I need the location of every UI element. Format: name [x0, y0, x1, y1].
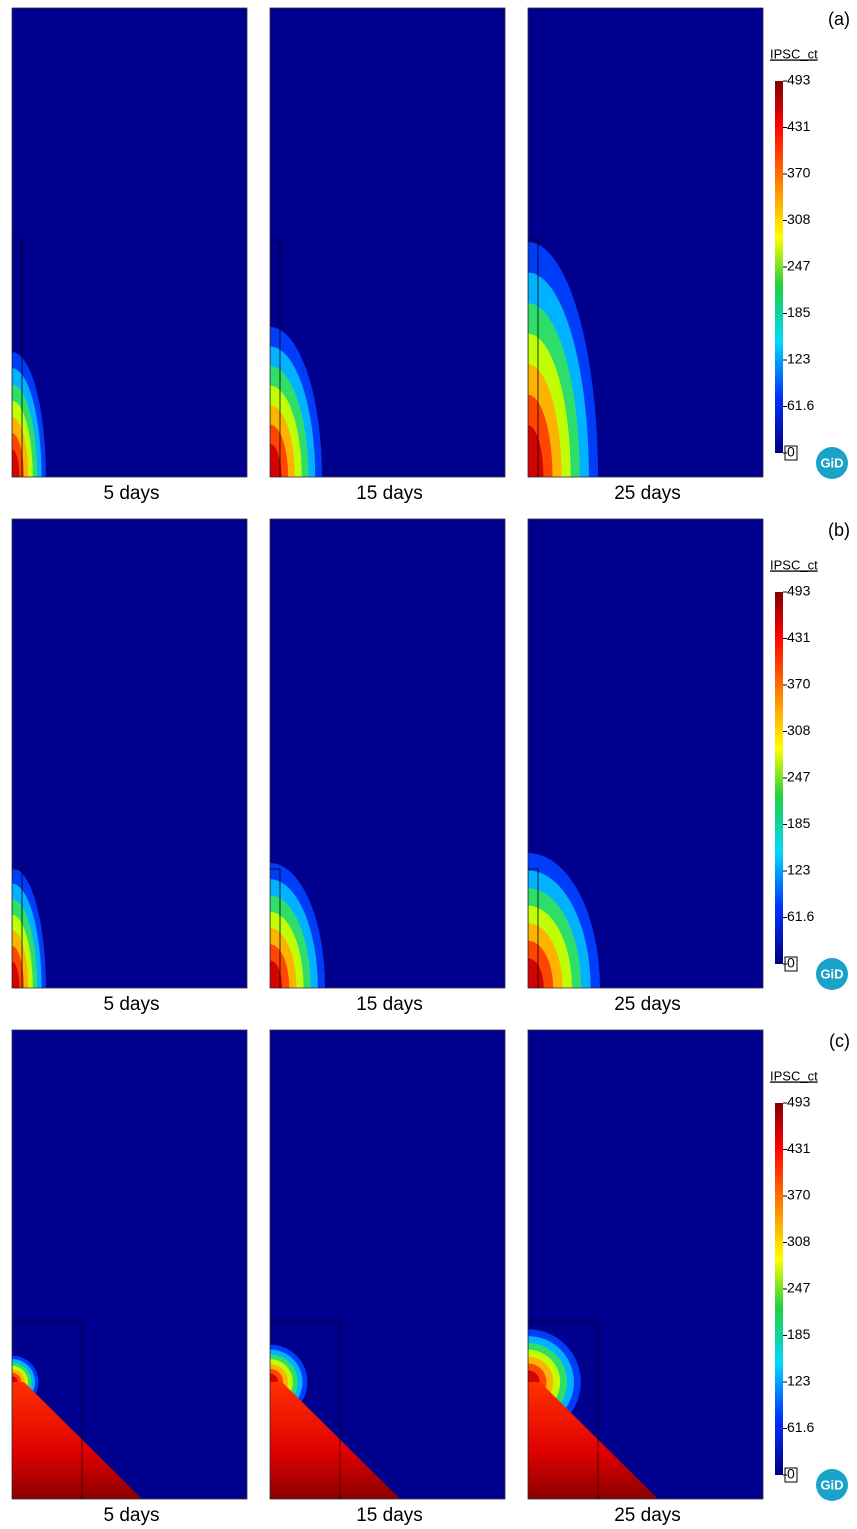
panel-border [527, 518, 764, 989]
simulation-panel [12, 8, 247, 477]
simulation-panel [12, 519, 247, 988]
colorbar [775, 592, 783, 964]
colorbar-tick-label: 370 [787, 1187, 811, 1203]
field-contour [528, 425, 544, 477]
logo-badge [816, 1469, 848, 1501]
zero-box [784, 445, 798, 461]
field-contour [270, 960, 283, 988]
panel-border [527, 7, 764, 478]
field-contour [12, 961, 20, 988]
colorbar-tick-label: 0 [787, 1466, 795, 1482]
colorbar-tick-label: 123 [787, 1373, 811, 1389]
logo-text: GiD [820, 966, 843, 981]
colorbar-tick-label: 370 [787, 165, 811, 181]
inclusion-outline [528, 1321, 599, 1499]
panel-border [269, 1029, 506, 1500]
colorbar-title: IPSC_ct [770, 557, 818, 572]
panel-caption: 15 days [356, 1505, 423, 1526]
colorbar-tick-label: 185 [787, 815, 811, 831]
colorbar-tick-label: 431 [787, 629, 811, 645]
colorbar-tick-label: 308 [787, 722, 811, 738]
simulation-panel [528, 1030, 763, 1499]
simulation-panel [270, 1030, 505, 1499]
field-contour [12, 449, 20, 477]
colorbar-tick-label: 61.6 [787, 1419, 814, 1435]
panel-caption: 25 days [614, 483, 681, 504]
panel-border [11, 518, 248, 989]
panel-border [11, 7, 248, 478]
inclusion-outline [528, 239, 539, 477]
inclusion-outline [528, 868, 539, 988]
colorbar-title: IPSC_ct [770, 1068, 818, 1083]
inclusion-outline [12, 239, 23, 477]
zero-box [784, 1467, 798, 1483]
colorbar-tick-label: 493 [787, 583, 811, 599]
panel-caption: 25 days [614, 1505, 681, 1526]
colorbar-tick-label: 431 [787, 1140, 811, 1156]
colorbar-tick-label: 185 [787, 304, 811, 320]
panel-background [12, 519, 247, 988]
panel-caption: 5 days [104, 1505, 160, 1526]
panel-caption: 5 days [104, 483, 160, 504]
panel-label: (b) [828, 520, 850, 540]
colorbar [775, 81, 783, 453]
panel-caption: 25 days [614, 994, 681, 1015]
logo-badge [816, 958, 848, 990]
colorbar-tick-label: 185 [787, 1326, 811, 1342]
panel-background [12, 8, 247, 477]
inclusion-outline [270, 868, 281, 988]
logo-text: GiD [820, 1477, 843, 1492]
colorbar-tick-label: 431 [787, 118, 811, 134]
inclusion-outline [270, 1321, 341, 1499]
colorbar-tick-label: 123 [787, 862, 811, 878]
wedge [270, 1382, 400, 1499]
colorbar-tick-label: 61.6 [787, 397, 814, 413]
panel-label: (c) [829, 1031, 850, 1051]
colorbar-tick-label: 0 [787, 444, 795, 460]
inclusion-outline [270, 239, 281, 477]
field-contour [270, 444, 282, 477]
colorbar-tick-label: 61.6 [787, 908, 814, 924]
panel-border [11, 1029, 248, 1500]
simulation-panel [270, 519, 505, 988]
panel-border [269, 7, 506, 478]
colorbar [775, 1103, 783, 1475]
inclusion-outline [12, 1321, 83, 1499]
colorbar-tick-label: 123 [787, 351, 811, 367]
zero-box [784, 956, 798, 972]
panel-caption: 5 days [104, 994, 160, 1015]
colorbar-tick-label: 370 [787, 676, 811, 692]
colorbar-title: IPSC_ct [770, 46, 818, 61]
simulation-panel [528, 8, 763, 477]
simulation-panel [12, 1030, 247, 1499]
wedge [12, 1382, 142, 1499]
colorbar-tick-label: 308 [787, 211, 811, 227]
wedge [528, 1382, 658, 1499]
colorbar-tick-label: 493 [787, 1094, 811, 1110]
panel-border [527, 1029, 764, 1500]
panel-caption: 15 days [356, 483, 423, 504]
colorbar-tick-label: 247 [787, 1280, 811, 1296]
colorbar-tick-label: 0 [787, 955, 795, 971]
colorbar-tick-label: 308 [787, 1233, 811, 1249]
simulation-panel [528, 519, 763, 988]
colorbar-tick-label: 247 [787, 258, 811, 274]
logo-badge [816, 447, 848, 479]
panel-label: (a) [828, 9, 850, 29]
logo-text: GiD [820, 455, 843, 470]
panel-border [269, 518, 506, 989]
field-contour [528, 958, 544, 988]
colorbar-tick-label: 493 [787, 72, 811, 88]
panel-caption: 15 days [356, 994, 423, 1015]
inclusion-outline [12, 868, 23, 988]
colorbar-tick-label: 247 [787, 769, 811, 785]
simulation-panel [270, 8, 505, 477]
